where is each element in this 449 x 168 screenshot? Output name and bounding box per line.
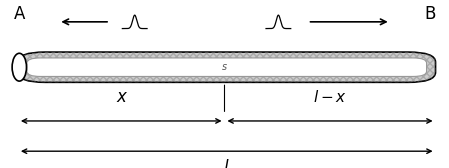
Text: B: B	[424, 5, 436, 23]
Ellipse shape	[12, 53, 26, 81]
FancyBboxPatch shape	[27, 58, 427, 76]
Text: $\mathit{s}$: $\mathit{s}$	[221, 62, 228, 72]
Text: x: x	[116, 88, 126, 107]
FancyBboxPatch shape	[18, 52, 436, 82]
Text: A: A	[13, 5, 25, 23]
Text: $l-x$: $l-x$	[313, 89, 347, 106]
Text: $l$: $l$	[224, 159, 230, 168]
